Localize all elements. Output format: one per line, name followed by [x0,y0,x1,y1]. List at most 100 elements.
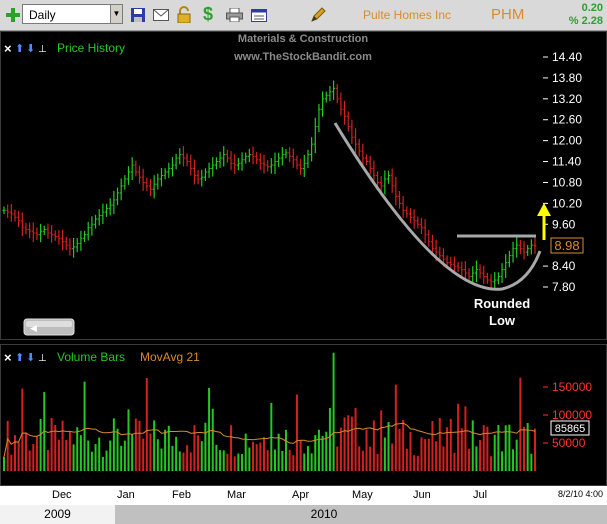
price-bar [332,80,336,100]
price-bar [350,119,354,145]
price-bar [31,222,35,242]
price-bar [24,222,28,235]
price-bar [79,230,83,251]
dollar-icon[interactable]: $ [203,4,214,24]
price-tick-label: 8.40 [552,259,576,273]
price-bar [137,165,141,184]
price-bar [46,223,50,239]
price-bar [152,175,156,199]
last-price-value: 8.98 [554,238,579,253]
price-bar [478,264,482,279]
price-bar [211,157,215,177]
chevron-down-icon[interactable]: ▼ [110,4,123,24]
price-bar [86,221,90,241]
price-bar [94,214,98,229]
price-bar [419,217,423,235]
volume-tick-label: 150000 [552,380,592,394]
volume-pin-icon[interactable]: ⊥ [38,353,47,364]
price-bar [295,155,299,170]
price-bar [430,234,434,256]
volume-arrow-up-icon[interactable]: ⬆ [15,352,24,364]
company-name: Pulte Homes Inc [363,8,452,22]
interval-select[interactable]: Daily [22,4,122,24]
price-bar [390,168,394,193]
price-bar [262,154,266,174]
price-bar [482,265,486,284]
price-bar [167,162,171,178]
price-bar [159,168,163,187]
price-bar [13,209,17,222]
price-bar [2,206,6,215]
price-bar [324,91,328,103]
close-icon[interactable]: × [4,41,12,56]
table-icon[interactable] [251,9,267,22]
price-bar [123,175,127,190]
price-change: 0.20 [581,2,603,14]
price-bar [200,169,204,187]
volume-close-icon[interactable]: × [4,350,12,365]
price-tick-label: 9.60 [552,217,576,231]
price-bar [277,152,281,167]
scroll-button[interactable]: ◀ [23,318,75,336]
price-bar [247,148,251,163]
chart-svg[interactable]: × ⬆ ⬇ ⊥ Price History Materials & Constr… [0,31,607,486]
price-bar [372,160,376,184]
last-date-label: 8/2/10 4:00 [557,489,603,499]
watermark-line2: www.TheStockBandit.com [233,51,372,63]
price-panel-controls[interactable]: × ⬆ ⬇ ⊥ [4,41,47,56]
volume-panel-controls[interactable]: × ⬆ ⬇ ⊥ [4,350,47,365]
price-bar [134,160,138,177]
price-bar [518,239,522,254]
price-bar [504,254,508,279]
price-bar [526,244,530,256]
price-bar [75,238,79,253]
price-bar [449,256,453,271]
price-bar [445,255,449,267]
rounded-low-curve [333,122,542,291]
price-bar [214,157,218,170]
price-bar [427,229,431,247]
save-icon[interactable] [131,8,145,22]
price-bar [310,137,314,162]
price-bar [489,274,493,288]
price-bar [222,146,226,167]
price-bar [471,266,475,284]
watermark-line1: Materials & Construction [238,33,368,45]
price-bar [408,207,412,224]
pencil-icon[interactable] [310,7,326,23]
price-bar [178,148,182,165]
price-bar [127,166,131,185]
pin-icon[interactable]: ⊥ [38,44,47,55]
price-tick-label: 7.80 [552,280,576,294]
month-label: Feb [172,489,191,501]
price-bar [280,147,284,166]
add-icon[interactable] [6,8,20,22]
mail-icon[interactable] [153,9,169,21]
print-icon[interactable] [226,8,243,22]
price-bar [42,225,46,236]
price-bar [321,91,325,117]
price-bar [229,151,233,171]
month-label: Apr [292,489,310,501]
year-bar[interactable] [0,505,607,524]
volume-tick-label: 50000 [552,436,586,450]
price-bar [354,128,358,154]
price-bar [357,138,361,157]
price-bar [90,216,94,236]
price-bar [116,187,120,206]
price-bar [28,222,32,239]
price-bar [207,162,211,178]
price-bar [119,178,123,201]
price-bar [64,236,68,250]
price-bar [255,152,259,165]
price-bar [258,153,262,170]
price-bar [174,153,178,170]
price-bar [108,198,112,216]
arrow-up-icon[interactable]: ⬆ [15,43,24,55]
toolbar: Daily ▼ $ Pulte Homes Inc PHM 0.20 % 2.2… [0,0,607,31]
price-bar [376,171,380,187]
volume-arrow-down-icon[interactable]: ⬇ [26,352,35,364]
lock-icon[interactable] [177,6,191,23]
arrow-down-icon[interactable]: ⬇ [26,43,35,55]
price-bar [394,176,398,206]
